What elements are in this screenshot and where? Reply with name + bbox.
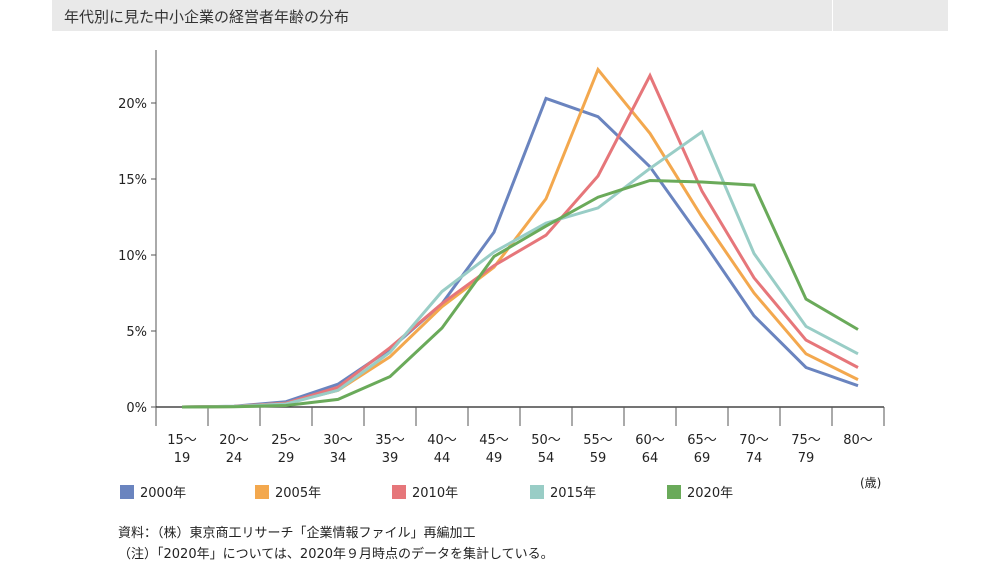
source-note: 資料：（株）東京商工リサーチ「企業情報ファイル」再編加工 (118, 526, 476, 541)
x-tick-label: 59 (590, 451, 607, 466)
x-tick-label: 30～ (323, 433, 353, 448)
x-tick-label: 74 (746, 451, 763, 466)
x-tick-label: 55～ (583, 433, 613, 448)
x-tick-label: 45～ (479, 433, 509, 448)
y-tick-label: 0% (126, 401, 147, 416)
x-tick-label: 54 (538, 451, 555, 466)
legend-swatch (667, 485, 681, 499)
legend-swatch (392, 485, 406, 499)
x-tick-label: 64 (642, 451, 659, 466)
x-tick-label: 15～ (167, 433, 197, 448)
series-line (181, 129, 859, 409)
series-line (181, 178, 859, 409)
x-tick-label: 20～ (219, 433, 249, 448)
legend-label: 2015年 (550, 486, 596, 501)
x-tick-label: 35～ (375, 433, 405, 448)
x-tick-label: 19 (174, 451, 191, 466)
x-tick-label: 65～ (687, 433, 717, 448)
legend-label: 2005年 (275, 486, 321, 501)
x-tick-label: 24 (226, 451, 243, 466)
legend-label: 2020年 (687, 486, 733, 501)
x-tick-label: 34 (330, 451, 347, 466)
x-tick-label: 39 (382, 451, 399, 466)
x-axis-unit-label: (歳) (860, 476, 882, 490)
x-tick-label: 75～ (791, 433, 821, 448)
x-tick-label: 50～ (531, 433, 561, 448)
x-tick-label: 44 (434, 451, 451, 466)
x-tick-label: 80～ (843, 433, 873, 448)
series-line (181, 96, 859, 409)
legend-swatch (530, 485, 544, 499)
x-tick-label: 60～ (635, 433, 665, 448)
x-tick-label: 29 (278, 451, 295, 466)
y-tick-label: 10% (118, 249, 147, 264)
x-tick-label: 40～ (427, 433, 457, 448)
x-tick-label: 70～ (739, 433, 769, 448)
title-divider (832, 0, 833, 31)
legend-label: 2000年 (140, 486, 186, 501)
x-tick-label: 69 (694, 451, 711, 466)
x-tick-label: 49 (486, 451, 503, 466)
y-tick-label: 5% (126, 325, 147, 340)
chart-title: 年代別に見た中小企業の経営者年齢の分布 (64, 8, 350, 26)
y-tick-label: 20% (118, 97, 147, 112)
x-tick-label: 79 (798, 451, 815, 466)
legend-swatch (120, 485, 134, 499)
x-tick-label: 25～ (271, 433, 301, 448)
footnote: （注）「2020年」については、2020年９月時点のデータを集計している。 (118, 547, 554, 562)
title-bar: 年代別に見た中小企業の経営者年齢の分布 (52, 0, 948, 31)
legend-label: 2010年 (412, 486, 458, 501)
y-tick-label: 15% (118, 173, 147, 188)
legend-swatch (255, 485, 269, 499)
